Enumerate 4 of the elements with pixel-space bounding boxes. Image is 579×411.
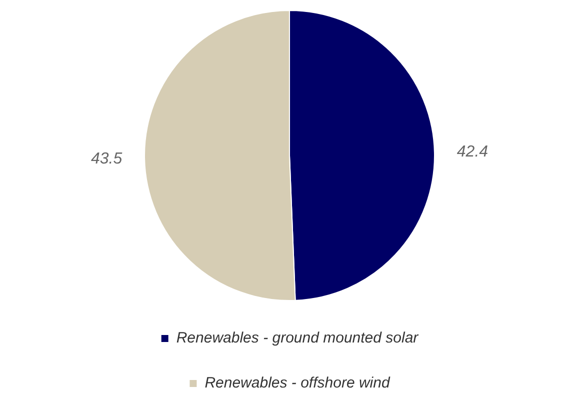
data-label: 43.5	[90, 150, 122, 168]
legend-label: Renewables - ground mounted solar	[176, 330, 420, 347]
legend-label: Renewables - offshore wind	[204, 374, 390, 392]
data-label: 42.4	[456, 143, 488, 160]
